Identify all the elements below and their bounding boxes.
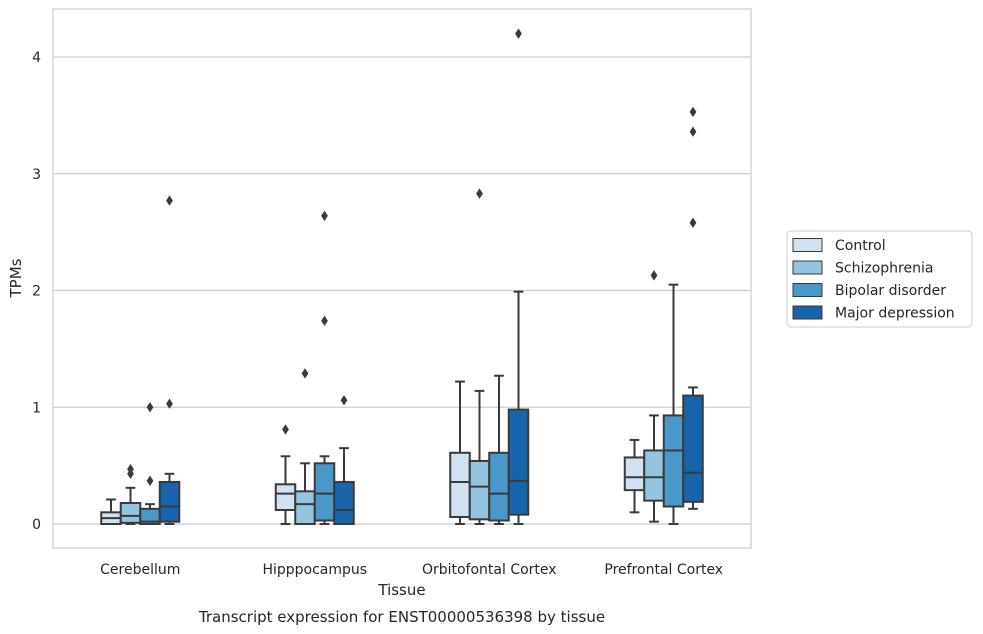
outlier-point xyxy=(689,217,697,228)
box-iqr xyxy=(158,480,181,523)
outlier-point xyxy=(650,270,658,281)
outlier-point xyxy=(166,398,173,409)
box-iqr xyxy=(274,483,297,511)
outlier-point xyxy=(146,402,154,413)
legend-frame xyxy=(786,230,973,328)
outlier-point xyxy=(282,424,289,435)
y-tick-label: 2 xyxy=(32,284,41,300)
box-1-2 xyxy=(313,210,336,525)
box-0-3 xyxy=(158,195,181,525)
box-iqr xyxy=(313,462,336,522)
legend-swatch xyxy=(792,238,823,252)
box-iqr xyxy=(507,408,530,516)
outlier-point xyxy=(689,106,697,118)
plot-frame xyxy=(52,8,752,549)
box-iqr xyxy=(468,459,491,521)
box-0-1 xyxy=(119,463,142,525)
outlier-point xyxy=(321,315,328,327)
outlier-point xyxy=(689,126,697,137)
box-layer xyxy=(100,28,704,526)
box-1-1 xyxy=(294,368,316,525)
y-tick-labels: 0 1 2 3 4 xyxy=(32,50,41,533)
box-1-0 xyxy=(274,424,297,525)
box-3-3 xyxy=(682,106,704,510)
x-axis-label: Tissue xyxy=(377,581,425,599)
y-tick-label: 3 xyxy=(32,167,41,183)
outlier-point xyxy=(301,368,309,379)
box-2-1 xyxy=(468,188,491,525)
box-iqr xyxy=(662,414,685,508)
box-iqr xyxy=(682,394,704,503)
box-2-2 xyxy=(488,374,510,525)
outlier-point xyxy=(146,475,154,486)
legend: Control Schizophrenia Bipolar disorder Majo… xyxy=(786,230,973,328)
box-3-0 xyxy=(623,438,646,514)
box-iqr xyxy=(623,456,646,492)
legend-label: Bipolar disorder xyxy=(835,283,946,299)
box-3-1 xyxy=(643,270,665,523)
box-iqr xyxy=(333,480,355,525)
x-tick-label: Hipppocampus xyxy=(262,562,367,578)
outlier-point xyxy=(321,210,328,221)
legend-label: Schizophrenia xyxy=(835,261,933,277)
box-0-2 xyxy=(139,402,161,526)
outlier-point xyxy=(340,395,348,406)
box-3-2 xyxy=(662,283,685,525)
legend-label: Major depression xyxy=(835,306,955,322)
x-tick-label: Cerebellum xyxy=(100,562,180,578)
outlier-point xyxy=(515,28,522,39)
x-tick-labels: Cerebellum Hipppocampus Orbitofontal Corte… xyxy=(100,562,723,578)
box-iqr xyxy=(488,451,510,522)
box-iqr xyxy=(119,501,142,524)
box-2-0 xyxy=(449,380,471,525)
chart-caption: Transcript expression for ENST0000053639… xyxy=(198,608,605,626)
y-tick-label: 4 xyxy=(32,50,41,66)
legend-label: Control xyxy=(835,238,886,254)
outlier-point xyxy=(127,463,134,475)
box-iqr xyxy=(294,490,316,525)
x-tick-label: Orbitofontal Cortex xyxy=(422,562,557,578)
x-tick-label: Prefrontal Cortex xyxy=(604,562,723,578)
y-axis-label: TPMs xyxy=(7,258,25,298)
y-tick-label: 1 xyxy=(32,400,41,416)
legend-swatch xyxy=(792,260,823,275)
box-2-3 xyxy=(507,28,530,525)
legend-swatch xyxy=(792,305,823,320)
outlier-point xyxy=(476,188,483,199)
y-tick-label: 0 xyxy=(32,517,41,533)
legend-swatch xyxy=(792,283,823,297)
box-0-0 xyxy=(100,498,122,526)
box-1-3 xyxy=(333,395,355,525)
outlier-point xyxy=(166,195,173,206)
box-iqr xyxy=(449,451,471,518)
box-iqr xyxy=(643,449,665,502)
